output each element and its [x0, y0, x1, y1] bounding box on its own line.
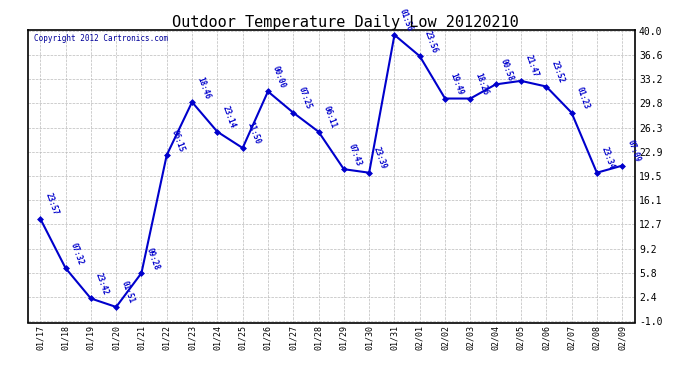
- Text: 19:49: 19:49: [448, 72, 464, 96]
- Text: 23:57: 23:57: [43, 192, 59, 216]
- Text: 23:34: 23:34: [600, 146, 616, 171]
- Text: 09:28: 09:28: [144, 246, 161, 271]
- Text: 01:56: 01:56: [397, 8, 414, 33]
- Text: 18:46: 18:46: [195, 75, 211, 100]
- Text: 01:51: 01:51: [119, 280, 135, 305]
- Text: 01:23: 01:23: [575, 86, 591, 111]
- Text: 23:39: 23:39: [372, 146, 388, 171]
- Text: 06:11: 06:11: [322, 105, 338, 130]
- Text: Outdoor Temperature Daily Low 20120210: Outdoor Temperature Daily Low 20120210: [172, 15, 518, 30]
- Text: 06:15: 06:15: [170, 128, 186, 153]
- Text: 18:26: 18:26: [473, 72, 490, 96]
- Text: 23:14: 23:14: [220, 105, 237, 130]
- Text: 23:52: 23:52: [549, 60, 566, 84]
- Text: 07:32: 07:32: [68, 241, 85, 266]
- Text: 00:58: 00:58: [499, 57, 515, 82]
- Text: 07:25: 07:25: [296, 86, 313, 111]
- Text: 23:42: 23:42: [94, 272, 110, 296]
- Text: 21:47: 21:47: [524, 54, 540, 79]
- Text: 11:50: 11:50: [246, 121, 262, 146]
- Text: 07:43: 07:43: [347, 142, 363, 167]
- Text: 07:09: 07:09: [625, 139, 642, 164]
- Text: 23:56: 23:56: [423, 29, 439, 54]
- Text: Copyright 2012 Cartronics.com: Copyright 2012 Cartronics.com: [34, 34, 168, 44]
- Text: 00:00: 00:00: [271, 64, 287, 89]
